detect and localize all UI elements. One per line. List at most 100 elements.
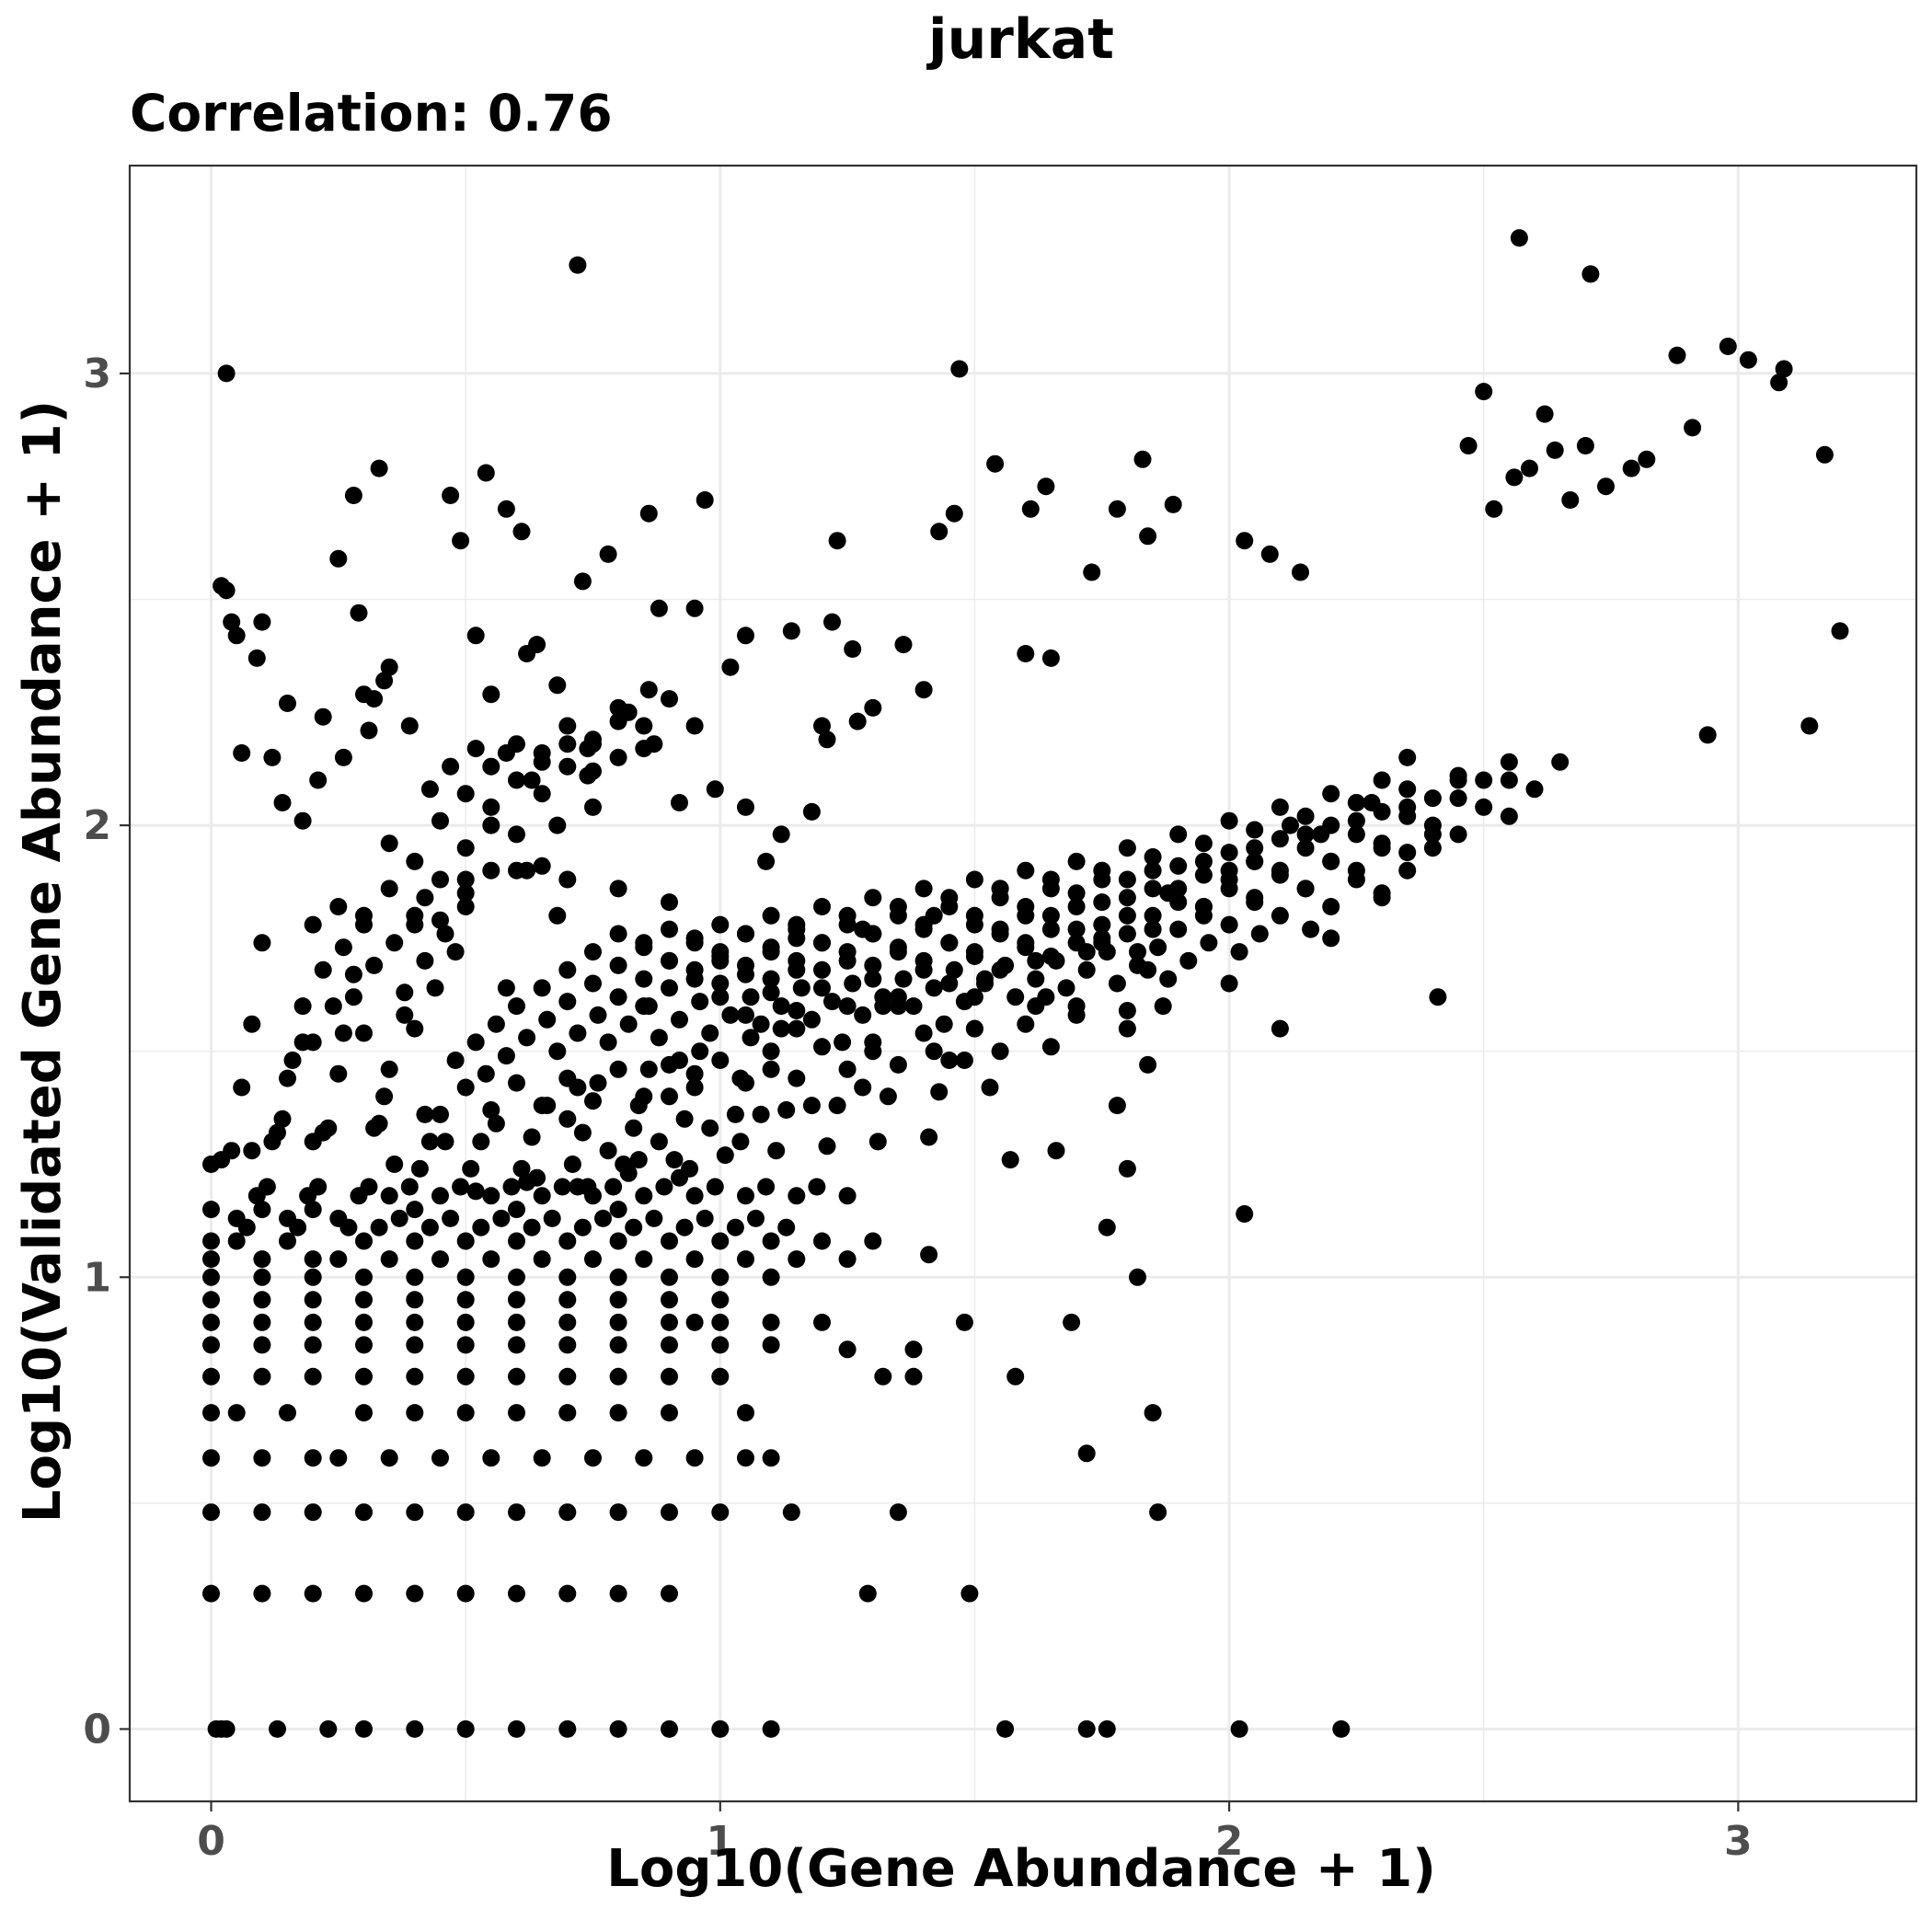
data-point [813,1038,831,1056]
data-point [1525,780,1544,799]
data-point [1322,898,1340,915]
data-point [813,1232,831,1250]
data-point [558,1268,577,1286]
data-point [1098,1719,1116,1738]
data-point [737,627,754,645]
data-point [253,1250,271,1269]
data-point [518,1173,536,1191]
data-point [762,970,780,988]
data-point [1164,495,1182,513]
data-point [940,974,959,993]
data-point [400,1178,419,1196]
x-tick-label: 2 [1215,1818,1244,1865]
data-point [446,943,465,961]
data-point [558,1404,577,1422]
data-point [279,1404,296,1422]
data-point [788,1069,806,1087]
data-point [1144,861,1162,880]
data-point [1521,459,1538,477]
data-point [452,1178,470,1196]
data-point [558,1232,577,1250]
data-point [512,523,531,541]
gridlines [130,166,1916,1801]
data-point [329,1064,348,1083]
data-point [1719,338,1737,355]
data-point [533,1097,551,1115]
data-point [675,1110,694,1128]
data-point [314,707,332,726]
data-point [661,979,678,997]
data-point [304,1449,322,1467]
data-point [1118,870,1136,889]
data-point [558,993,577,1011]
data-point [737,1449,754,1467]
data-points [202,229,1849,1738]
data-point [1093,893,1111,912]
data-point [508,1367,525,1386]
data-point [202,1291,220,1309]
chart-title: jurkat [926,7,1114,72]
data-point [629,1151,648,1169]
data-point [868,1133,887,1151]
data-point [508,735,525,753]
data-point [767,1142,786,1160]
data-point [685,1250,704,1269]
data-point [1449,789,1467,808]
plot-panel [128,164,1918,1803]
data-point [752,1105,770,1123]
data-point [477,1064,495,1083]
data-point [558,1336,577,1354]
data-point [1093,934,1111,952]
data-point [762,1268,780,1286]
data-point [533,857,551,875]
data-point [1179,951,1198,970]
data-point [1831,622,1849,640]
data-point [304,1033,322,1052]
data-point [466,1033,485,1052]
data-point [685,599,704,617]
data-point [838,1187,857,1205]
data-point [334,938,352,957]
data-point [563,1156,581,1173]
data-point [314,960,332,979]
data-point [788,1187,806,1205]
data-point [533,1250,551,1269]
data-point [1041,906,1060,925]
data-point [304,1367,322,1386]
data-point [283,1052,302,1069]
data-point [1500,771,1518,789]
data-point [456,1367,475,1386]
data-point [772,825,790,844]
data-point [1246,839,1264,857]
data-point [482,1250,500,1269]
data-point [1322,929,1340,948]
data-point [1063,1313,1081,1331]
data-point [360,1178,378,1196]
data-point [838,1340,857,1359]
data-point [986,454,1005,473]
data-point [304,915,322,934]
data-point [788,960,806,979]
data-point [762,1449,780,1467]
data-point [487,1015,505,1033]
data-point [273,794,292,811]
data-point [385,934,404,952]
data-point [981,1078,999,1097]
data-point [955,993,973,1011]
data-point [1006,988,1025,1006]
data-point [558,1584,577,1603]
data-point [589,1006,607,1024]
data-point [202,1156,220,1173]
data-point [854,1078,872,1097]
data-point [711,1503,730,1522]
data-point [269,1123,286,1142]
data-point [813,898,831,915]
data-point [762,983,780,1002]
data-point [269,1719,286,1738]
data-point [406,1584,424,1603]
data-point [711,1367,730,1386]
data-point [253,1367,271,1386]
data-point [858,1584,877,1603]
data-point [497,979,515,997]
data-point [584,1187,602,1205]
